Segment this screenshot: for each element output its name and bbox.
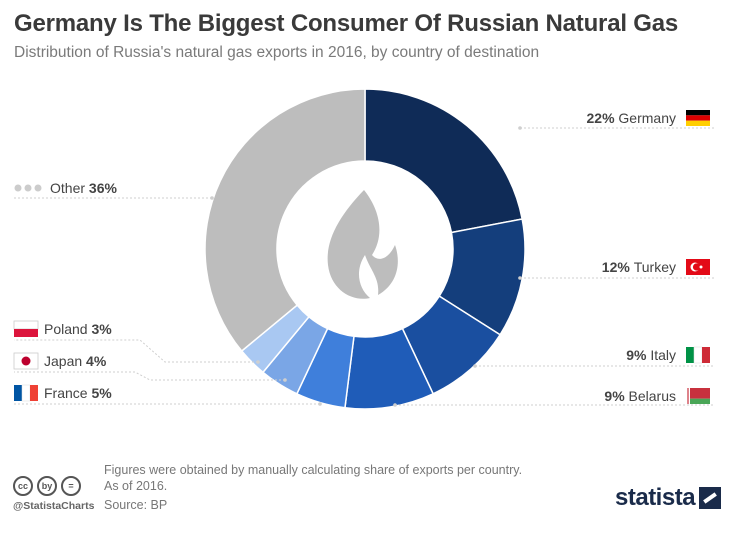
brand-name: statista xyxy=(615,484,696,511)
leader-line-japan xyxy=(14,371,285,381)
footer-note-line1: Figures were obtained by manually calcul… xyxy=(104,463,523,477)
leader-dot xyxy=(473,364,477,368)
slice-label-belarus: 9% Belarus xyxy=(604,388,676,404)
attribution-icon: by xyxy=(37,476,57,496)
slice-name: Other xyxy=(50,180,89,196)
flag-turkey-icon xyxy=(686,259,710,275)
chart-subtitle: Distribution of Russia's natural gas exp… xyxy=(14,44,540,61)
leader-dot xyxy=(393,403,397,407)
footer-note-line2: As of 2016. xyxy=(104,479,168,493)
flag-japan-icon xyxy=(13,352,39,370)
slice-label-other: Other 36% xyxy=(50,180,117,196)
slice-germany[interactable] xyxy=(364,88,524,234)
slice-name: Italy xyxy=(650,347,676,363)
slice-label-japan: Japan 4% xyxy=(44,353,107,369)
leader-dot xyxy=(283,378,287,382)
slice-value: 12% xyxy=(602,259,634,275)
license-icons: cc by = xyxy=(13,476,81,496)
slice-label-turkey: 12% Turkey xyxy=(602,259,676,275)
cc-icon: cc xyxy=(13,476,33,496)
leader-dot xyxy=(518,276,522,280)
footer-note: Figures were obtained by manually calcul… xyxy=(104,462,522,494)
flag-belarus-icon xyxy=(686,388,710,404)
slice-name: Japan xyxy=(44,353,86,369)
other-dots-icon xyxy=(14,184,42,192)
slice-value: 36% xyxy=(89,180,118,196)
slice-value: 9% xyxy=(604,388,628,404)
slice-label-poland: Poland 3% xyxy=(44,321,112,337)
slice-label-france: France 5% xyxy=(44,385,112,401)
no-derivatives-icon: = xyxy=(61,476,81,496)
slice-name: Poland xyxy=(44,321,91,337)
statista-logo[interactable]: statista xyxy=(615,484,722,512)
slice-label-germany: 22% Germany xyxy=(587,110,677,126)
leader-dot xyxy=(318,402,322,406)
flag-france-icon xyxy=(14,384,38,402)
slice-name: Belarus xyxy=(629,388,676,404)
leader-dot xyxy=(518,126,522,130)
leader-dot xyxy=(210,196,214,200)
slice-name: Turkey xyxy=(634,259,676,275)
slice-value: 5% xyxy=(91,385,112,401)
slice-value: 3% xyxy=(91,321,112,337)
slice-other[interactable] xyxy=(204,88,366,353)
slice-value: 4% xyxy=(86,353,107,369)
slice-value: 22% xyxy=(587,110,619,126)
slice-name: France xyxy=(44,385,91,401)
leader-dot xyxy=(256,360,260,364)
statista-mark-icon xyxy=(699,487,722,509)
flag-italy-icon xyxy=(686,346,710,364)
flag-poland-icon xyxy=(13,320,39,337)
slice-value: 9% xyxy=(626,347,650,363)
slice-name: Germany xyxy=(618,110,676,126)
slice-label-italy: 9% Italy xyxy=(626,347,676,363)
source-text: Source: BP xyxy=(104,498,168,512)
twitter-handle[interactable]: @StatistaCharts xyxy=(13,500,95,512)
chart-title: Germany Is The Biggest Consumer Of Russi… xyxy=(14,10,679,37)
flame-icon xyxy=(327,190,398,299)
flag-germany-icon xyxy=(686,110,710,126)
leader-line-poland xyxy=(14,339,258,363)
